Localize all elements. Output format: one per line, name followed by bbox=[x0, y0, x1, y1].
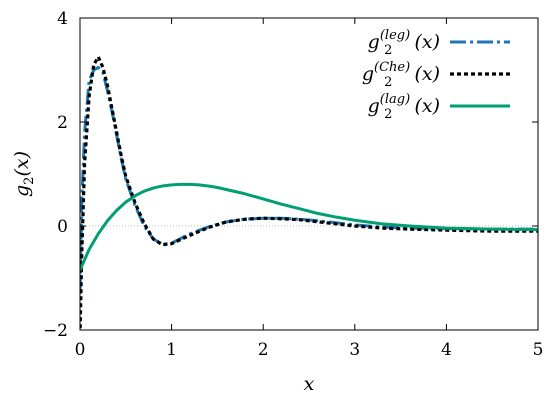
x-tick-label: 3 bbox=[349, 340, 360, 360]
y-tick-label: 4 bbox=[57, 9, 68, 29]
x-tick-label: 1 bbox=[166, 340, 177, 360]
x-axis-title: x bbox=[304, 373, 315, 395]
legend-label: g(leg) 2 (x) bbox=[368, 28, 440, 58]
axis-label-layer: x g2(x) bbox=[11, 151, 315, 395]
series-line-2 bbox=[80, 55, 538, 330]
x-tick-label: 5 bbox=[533, 340, 544, 360]
series-line-1 bbox=[80, 65, 538, 294]
y-tick-label: 0 bbox=[57, 217, 68, 237]
x-tick-label: 0 bbox=[75, 340, 86, 360]
legend-entry-1: g(leg) 2 (x) bbox=[368, 28, 510, 58]
y-tick-label: 2 bbox=[57, 113, 68, 133]
y-axis-title: g2(x) bbox=[11, 151, 37, 197]
x-tick-label: 4 bbox=[441, 340, 452, 360]
legend-entry-3: g(lag) 2 (x) bbox=[368, 92, 510, 122]
legend-label: g(Che) 2 (x) bbox=[362, 60, 440, 90]
legend: g(leg) 2 (x)g(Che) 2 (x)g(lag) 2 (x) bbox=[362, 28, 510, 122]
series-layer bbox=[80, 55, 538, 330]
x-tick-label: 2 bbox=[258, 340, 269, 360]
legend-label: g(lag) 2 (x) bbox=[368, 92, 440, 122]
legend-entry-2: g(Che) 2 (x) bbox=[362, 60, 510, 90]
frame-layer bbox=[79, 17, 539, 331]
tick-layer: 0 1 2 3 4 5 −2 0 2 4 bbox=[43, 9, 543, 360]
series-line-3 bbox=[80, 182, 538, 271]
y-tick-label: −2 bbox=[43, 321, 68, 341]
plot-frame bbox=[79, 17, 539, 331]
